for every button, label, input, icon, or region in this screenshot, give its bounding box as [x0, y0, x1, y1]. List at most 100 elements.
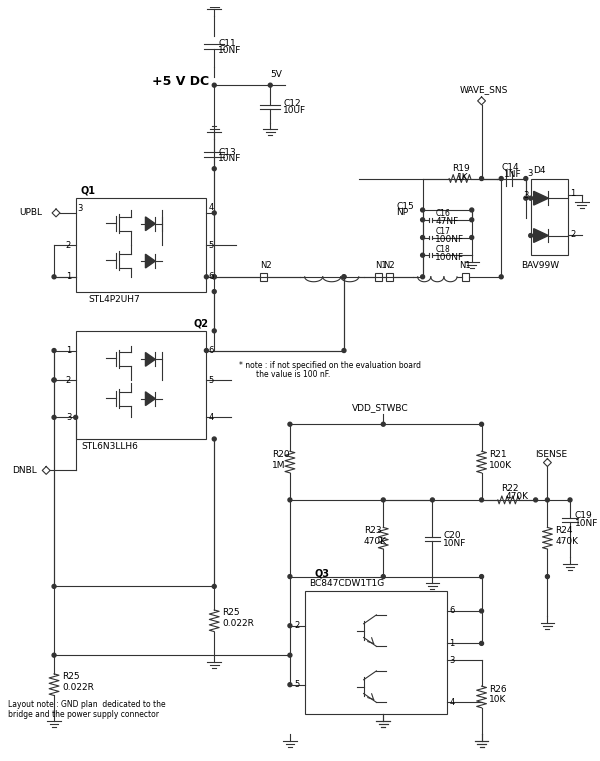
Bar — [462, 273, 469, 281]
Circle shape — [52, 653, 56, 658]
Text: 1: 1 — [66, 346, 71, 355]
Circle shape — [479, 642, 484, 645]
Text: 3: 3 — [523, 191, 528, 199]
Circle shape — [212, 584, 216, 588]
Text: 470K: 470K — [506, 492, 529, 501]
Circle shape — [212, 290, 216, 294]
Text: 470K: 470K — [364, 537, 386, 546]
Circle shape — [342, 349, 346, 352]
Circle shape — [52, 275, 56, 279]
Text: 5: 5 — [208, 241, 214, 250]
Text: BAV99W: BAV99W — [521, 260, 559, 269]
Text: N1: N1 — [459, 260, 470, 269]
Circle shape — [288, 653, 292, 658]
Bar — [260, 273, 268, 281]
Circle shape — [430, 498, 434, 501]
Circle shape — [268, 83, 272, 88]
Text: ISENSE: ISENSE — [536, 451, 568, 459]
Circle shape — [205, 349, 208, 352]
Circle shape — [212, 167, 216, 170]
Bar — [376, 273, 382, 281]
Circle shape — [52, 378, 56, 382]
Text: 5: 5 — [208, 375, 214, 384]
Text: 2: 2 — [570, 230, 575, 239]
Circle shape — [52, 349, 56, 352]
Circle shape — [342, 275, 346, 279]
Text: C11: C11 — [218, 40, 236, 49]
Text: 3: 3 — [77, 203, 83, 212]
Polygon shape — [533, 191, 548, 205]
Text: 10K: 10K — [490, 696, 507, 705]
Text: 4: 4 — [449, 698, 454, 707]
Text: STL6N3LLH6: STL6N3LLH6 — [82, 442, 139, 451]
Circle shape — [212, 83, 216, 88]
Circle shape — [74, 416, 77, 419]
Bar — [531, 179, 568, 255]
Text: Q1: Q1 — [80, 186, 95, 196]
Bar — [76, 331, 206, 439]
Text: N1: N1 — [376, 260, 387, 269]
Text: N2: N2 — [260, 260, 272, 269]
Text: C16: C16 — [436, 209, 450, 218]
Text: STL4P2UH7: STL4P2UH7 — [88, 295, 140, 304]
Text: R19: R19 — [452, 164, 470, 174]
Text: WAVE_SNS: WAVE_SNS — [460, 85, 508, 94]
Text: 2: 2 — [66, 375, 71, 384]
Text: R22: R22 — [501, 484, 518, 492]
Text: 1NF: 1NF — [504, 170, 522, 179]
Circle shape — [479, 609, 484, 613]
Text: R20: R20 — [272, 450, 290, 459]
Text: 4: 4 — [208, 202, 214, 212]
Circle shape — [52, 416, 56, 419]
Circle shape — [421, 253, 425, 257]
Text: DNBL: DNBL — [12, 466, 37, 475]
Polygon shape — [145, 352, 155, 366]
Circle shape — [421, 208, 425, 212]
Circle shape — [479, 498, 484, 501]
Text: 3: 3 — [66, 413, 71, 422]
Text: Q3: Q3 — [314, 568, 329, 578]
Text: 3: 3 — [449, 656, 455, 664]
Circle shape — [382, 422, 385, 426]
Text: D4: D4 — [533, 166, 545, 175]
Circle shape — [52, 584, 56, 588]
Bar — [386, 273, 393, 281]
Text: R25: R25 — [62, 672, 80, 681]
Circle shape — [524, 196, 528, 200]
Text: 1: 1 — [570, 189, 575, 198]
Circle shape — [421, 218, 425, 221]
Circle shape — [382, 575, 385, 578]
Circle shape — [342, 275, 346, 279]
Text: C14: C14 — [501, 163, 519, 172]
Text: 0.022R: 0.022R — [222, 619, 254, 629]
Circle shape — [479, 422, 484, 426]
Circle shape — [529, 196, 533, 200]
Circle shape — [479, 575, 484, 578]
Text: C20: C20 — [443, 530, 461, 540]
Text: +5 V DC: +5 V DC — [152, 75, 209, 88]
Text: Q2: Q2 — [194, 318, 209, 328]
Text: * note : if not specified on the evaluation board: * note : if not specified on the evaluat… — [239, 361, 421, 370]
Text: 470K: 470K — [555, 537, 578, 546]
Circle shape — [205, 275, 208, 279]
Text: 100K: 100K — [490, 460, 512, 470]
Circle shape — [212, 275, 216, 279]
Text: R25: R25 — [222, 609, 240, 617]
Text: 10NF: 10NF — [218, 46, 242, 56]
Text: 0.022R: 0.022R — [62, 683, 94, 692]
Circle shape — [421, 236, 425, 240]
Text: C18: C18 — [436, 245, 450, 254]
Circle shape — [212, 275, 216, 279]
Text: 100NF: 100NF — [436, 235, 464, 244]
Bar — [305, 591, 447, 714]
Text: 1M: 1M — [272, 460, 286, 470]
Text: NP: NP — [396, 209, 408, 218]
Text: C15: C15 — [396, 202, 414, 211]
Text: 1: 1 — [449, 639, 454, 648]
Circle shape — [52, 378, 56, 382]
Text: 10NF: 10NF — [443, 539, 467, 548]
Text: bridge and the power supply connector: bridge and the power supply connector — [8, 710, 159, 718]
Circle shape — [288, 498, 292, 501]
Bar — [76, 198, 206, 291]
Circle shape — [533, 498, 538, 501]
